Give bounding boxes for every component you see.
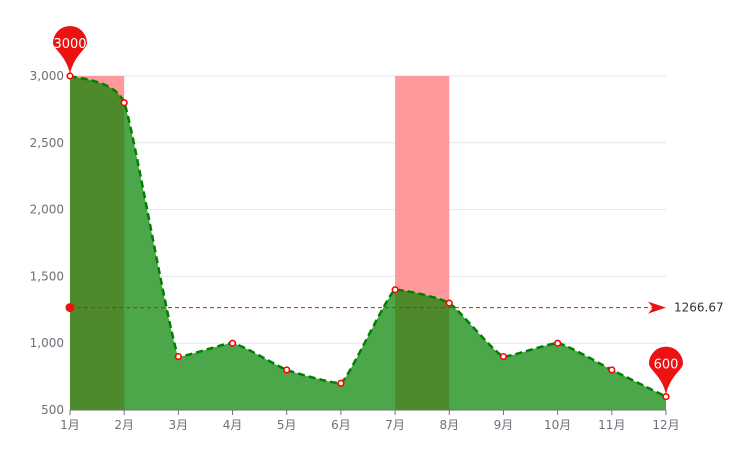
data-point: [554, 339, 562, 347]
data-point: [66, 72, 74, 80]
mark-point-pin: 600: [649, 346, 683, 395]
x-tick-label: 3月: [169, 418, 189, 432]
average-line-label: 1266.67: [674, 301, 724, 315]
x-tick-label: 6月: [331, 418, 351, 432]
area-series: [70, 76, 666, 410]
data-point: [120, 99, 128, 107]
x-tick-label: 1月: [60, 418, 80, 432]
y-tick-label: 2,000: [30, 203, 64, 217]
area-fill-highlighted: [395, 289, 450, 410]
data-point: [174, 352, 182, 361]
data-point: [445, 299, 453, 307]
data-point: [608, 366, 616, 374]
x-tick-label: 11月: [598, 418, 625, 432]
grid-lines: [70, 75, 666, 344]
y-tick-label: 1,500: [30, 269, 64, 283]
mark-point-shape: [53, 26, 87, 74]
mark-point-shape: [649, 346, 683, 395]
x-tick-label: 9月: [494, 418, 514, 432]
mark-points: 3000 600: [53, 26, 683, 395]
data-points: [66, 72, 670, 401]
y-tick-label: 2,500: [30, 136, 64, 150]
data-point: [337, 379, 345, 387]
mark-point-label: 600: [654, 358, 679, 373]
x-tick-label: 8月: [439, 418, 459, 432]
x-tick-label: 4月: [223, 418, 243, 432]
series-line: [69, 74, 667, 398]
mark-point-label: 3000: [53, 37, 86, 52]
data-point: [391, 286, 399, 294]
y-tick-label: 500: [41, 403, 64, 417]
area-fill: [70, 76, 666, 410]
axes: 500 1,000 1,500 2,000 2,500 3,000 1月 2月 3月 4月 5月 6月…: [30, 69, 680, 432]
data-point: [499, 352, 508, 361]
data-point: [228, 339, 237, 347]
x-tick-label: 5月: [277, 418, 297, 432]
x-tick-label: 12月: [652, 418, 679, 432]
average-mark-line: 1266.67: [65, 301, 724, 315]
area-fill-highlighted: [70, 76, 125, 410]
x-tick-label: 7月: [385, 418, 405, 432]
average-line-arrow: [648, 301, 666, 314]
series-line: [69, 74, 667, 398]
y-tick-label: 1,000: [30, 336, 64, 350]
data-point: [283, 366, 291, 374]
data-point: [662, 393, 670, 401]
x-tick-label: 2月: [114, 418, 134, 432]
x-tick-label: 10月: [544, 418, 571, 432]
mark-point-pin: 3000: [53, 26, 87, 74]
y-tick-label: 3,000: [30, 69, 64, 83]
